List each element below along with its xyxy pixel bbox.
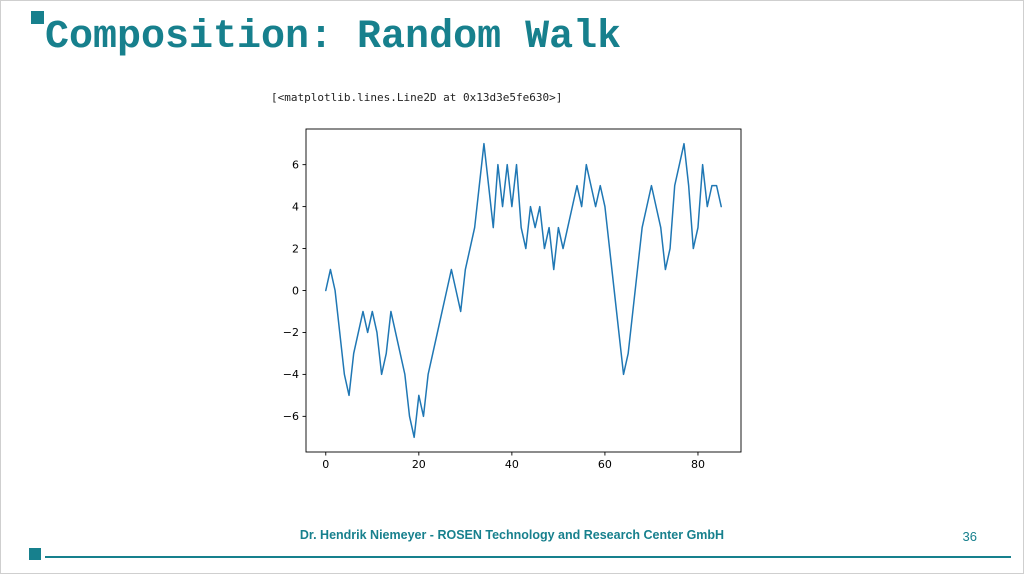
svg-text:6: 6 bbox=[292, 158, 299, 171]
svg-text:−2: −2 bbox=[283, 326, 299, 339]
slide-title: Composition: Random Walk bbox=[45, 15, 622, 60]
svg-text:60: 60 bbox=[598, 458, 612, 471]
svg-text:0: 0 bbox=[292, 284, 299, 297]
svg-text:80: 80 bbox=[691, 458, 705, 471]
svg-text:2: 2 bbox=[292, 242, 299, 255]
page-number: 36 bbox=[962, 529, 977, 544]
title-accent-square bbox=[31, 11, 44, 24]
svg-text:20: 20 bbox=[412, 458, 426, 471]
svg-text:−6: −6 bbox=[283, 410, 299, 423]
footer-text: Dr. Hendrik Niemeyer - ROSEN Technology … bbox=[299, 528, 725, 542]
svg-text:40: 40 bbox=[505, 458, 519, 471]
bottom-rule bbox=[45, 556, 1011, 558]
svg-text:−4: −4 bbox=[283, 368, 299, 381]
figure: [<matplotlib.lines.Line2D at 0x13d3e5fe6… bbox=[269, 91, 755, 475]
svg-text:4: 4 bbox=[292, 200, 299, 213]
bottom-accent-square bbox=[29, 548, 41, 560]
random-walk-chart: 0 20 40 60 80 −6 −4 −2 0 2 4 6 bbox=[283, 128, 742, 471]
figure-repr-text: [<matplotlib.lines.Line2D at 0x13d3e5fe6… bbox=[271, 91, 563, 104]
svg-text:0: 0 bbox=[322, 458, 329, 471]
